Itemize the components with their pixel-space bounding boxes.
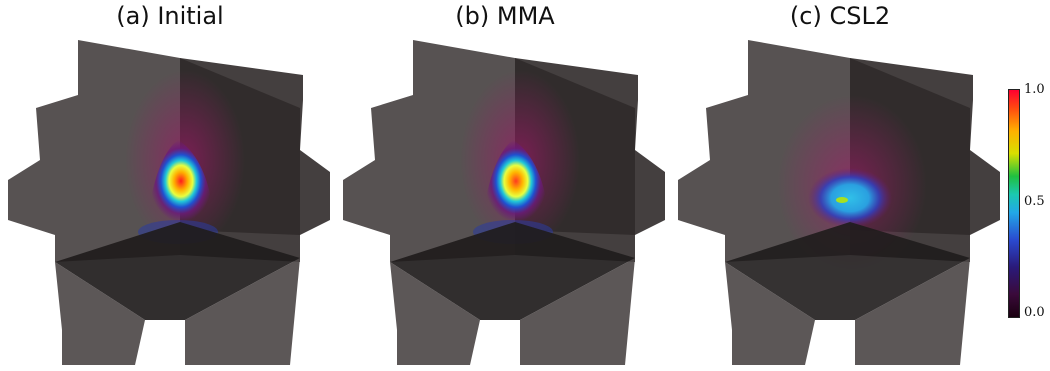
colorbar-mid-label: 0.5 — [1024, 194, 1045, 209]
lower-right-plane — [855, 258, 970, 365]
panel-title: (c) CSL2 — [789, 2, 891, 30]
bottom-plane — [55, 222, 300, 320]
lower-right-plane — [185, 258, 300, 365]
colorbar — [1008, 89, 1020, 318]
lower-left-plane — [725, 262, 815, 365]
field-blob — [484, 140, 548, 222]
panel-csl2: (c) CSL2 — [670, 0, 1010, 371]
colorbar-min-label: 0.0 — [1024, 305, 1045, 320]
panel-mma-render — [343, 40, 665, 365]
panel-initial: (a) Initial — [0, 0, 340, 371]
lower-right-plane — [520, 258, 635, 365]
field-blob — [808, 168, 892, 228]
lower-left-plane — [55, 262, 145, 365]
lower-left-plane — [390, 262, 480, 365]
colorbar-max-label: 1.0 — [1024, 82, 1045, 97]
field-core — [836, 197, 848, 203]
panel-mma: (b) MMA — [335, 0, 675, 371]
field-blob — [149, 140, 213, 222]
panel-title: (a) Initial — [116, 2, 224, 30]
panel-initial-render — [8, 40, 330, 365]
panel-csl2-render — [678, 40, 1000, 365]
bottom-plane — [390, 222, 635, 320]
bottom-plane — [725, 222, 970, 320]
panel-title: (b) MMA — [455, 2, 555, 30]
